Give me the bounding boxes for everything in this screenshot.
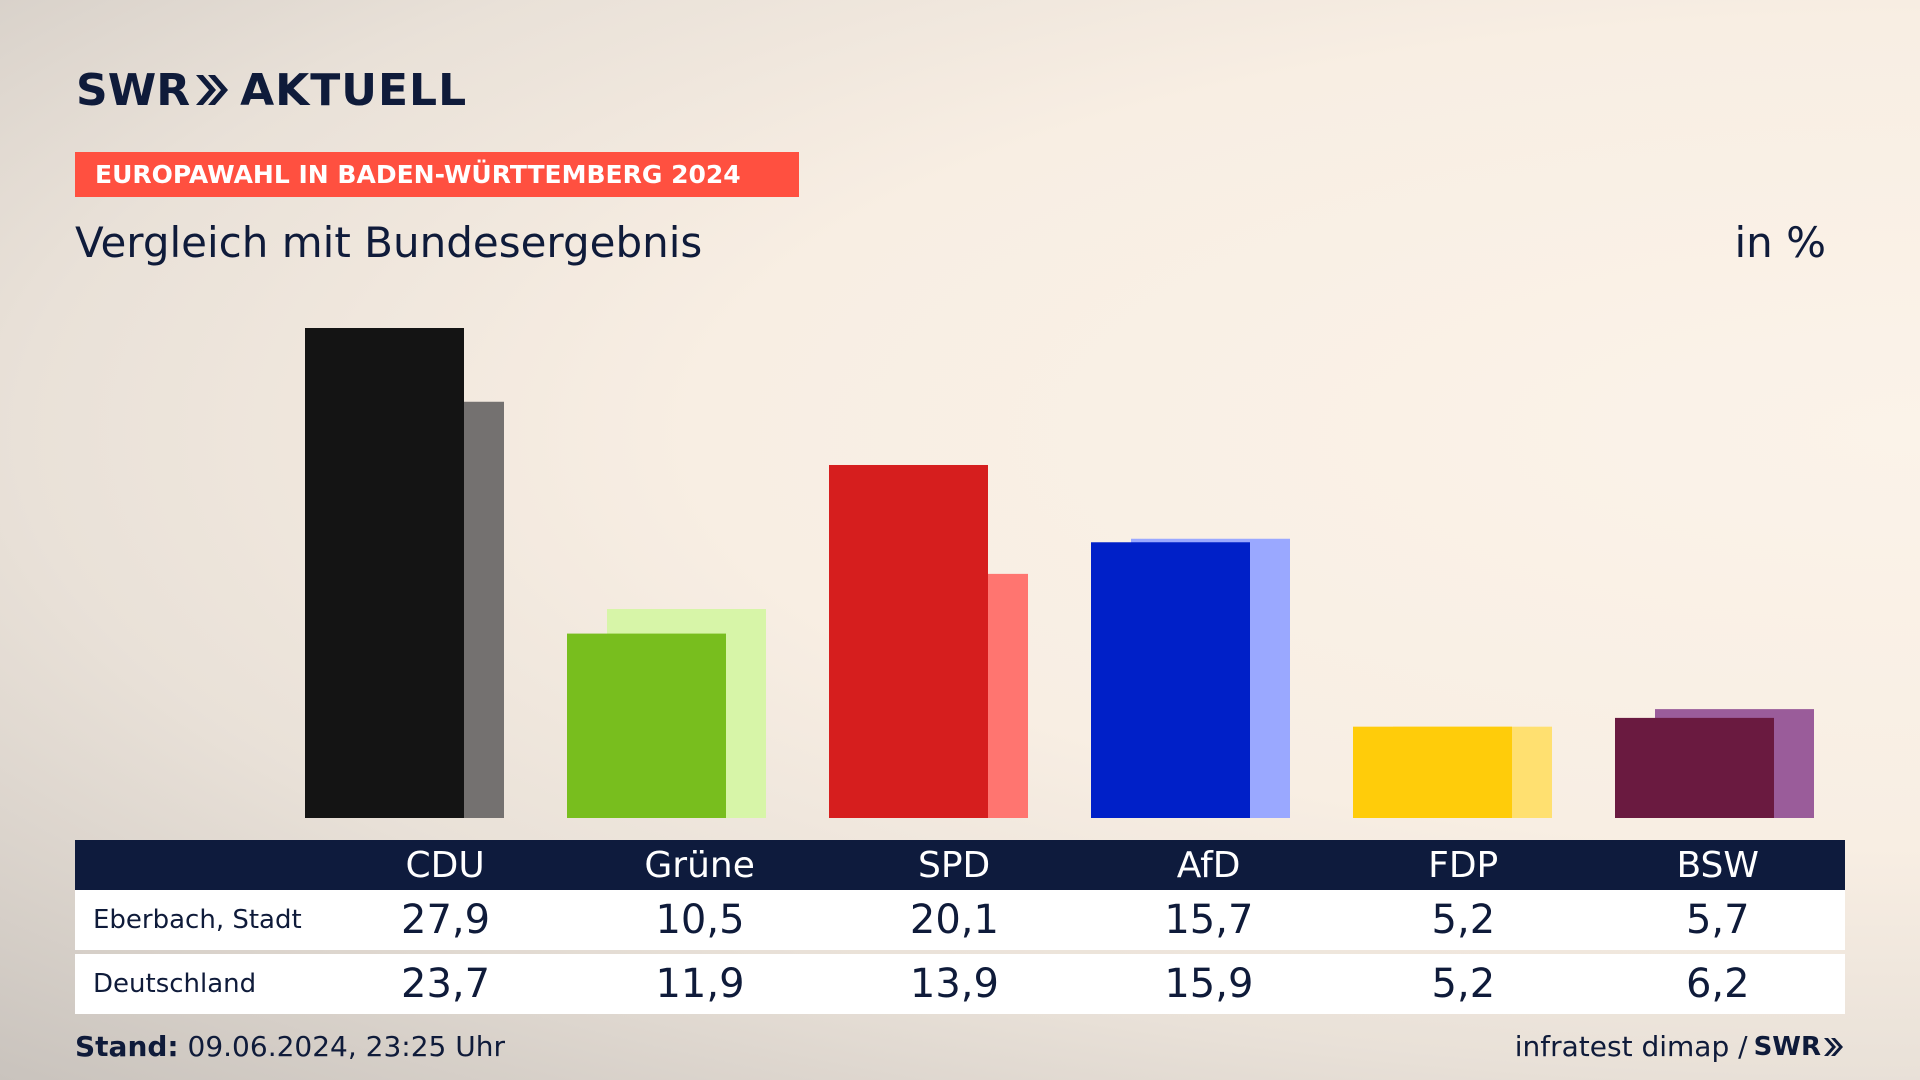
double-chevron-icon [196,75,229,105]
value-local-cdu: 27,9 [401,897,491,943]
election-banner: EUROPAWAHL IN BADEN-WÜRTTEMBERG 2024 [75,152,799,197]
swr-aktuell-logo: SWR AKTUELL [76,62,467,118]
unit-label: in % [1734,218,1826,267]
row-label-local: Eberbach, Stadt [93,905,302,935]
source-name: infratest dimap [1514,1030,1730,1063]
value-local-spd: 20,1 [909,897,999,943]
bar-national-afd [1131,538,1290,818]
chart-subtitle: Vergleich mit Bundesergebnis [75,218,703,267]
value-local-afd: 15,7 [1164,897,1254,943]
value-local-bsw: 5,7 [1685,897,1750,943]
logo-aktuell-text: AKTUELL [240,64,468,116]
bar-national-fdp [1393,726,1552,818]
party-header-bsw: BSW [1676,844,1759,886]
table-row-local: Eberbach, Stadt 27,9 10,5 20,1 15,7 5,2 … [75,890,1845,950]
value-national-bsw: 6,2 [1685,961,1750,1007]
value-national-fdp: 5,2 [1431,961,1496,1007]
bar-local-afd [1091,542,1250,818]
source-credit: infratest dimap / SWR [1515,1030,1845,1063]
bar-local-gruene [567,633,726,818]
party-header-cdu: CDU [405,844,485,886]
value-national-cdu: 23,7 [401,961,491,1007]
party-header-gruene: Grüne [644,844,755,886]
value-local-gruene: 10,5 [655,897,745,943]
value-national-gruene: 11,9 [655,961,745,1007]
value-local-fdp: 5,2 [1431,897,1496,943]
value-national-spd: 13,9 [909,961,999,1007]
bar-national-bsw [1655,709,1814,818]
source-separator: / [1738,1030,1748,1063]
timestamp: Stand: 09.06.2024, 23:25 Uhr [75,1030,505,1063]
table-header: CDU Grüne SPD AfD FDP BSW [75,840,1845,890]
party-header-fdp: FDP [1428,844,1499,886]
stand-label: Stand: [75,1030,179,1063]
logo-swr-text: SWR [76,64,191,116]
bar-local-cdu [305,328,464,818]
bar-local-spd [829,464,988,818]
bar-local-fdp [1353,726,1512,818]
source-brand: SWR [1753,1031,1821,1062]
small-double-chevron-icon [1824,1037,1843,1056]
bar-national-spd [869,573,1028,818]
bar-local-bsw [1615,717,1774,818]
stand-value: 09.06.2024, 23:25 Uhr [187,1030,505,1063]
row-label-national: Deutschland [93,969,257,999]
party-header-afd: AfD [1176,844,1241,886]
value-national-afd: 15,9 [1164,961,1254,1007]
table-row-national: Deutschland 23,7 11,9 13,9 15,9 5,2 6,2 [75,954,1845,1014]
bar-national-cdu [345,401,504,818]
party-header-spd: SPD [918,844,991,886]
results-table: CDU Grüne SPD AfD FDP BSW Eberbach, Stad… [75,840,1845,1014]
bar-national-gruene [607,609,766,818]
